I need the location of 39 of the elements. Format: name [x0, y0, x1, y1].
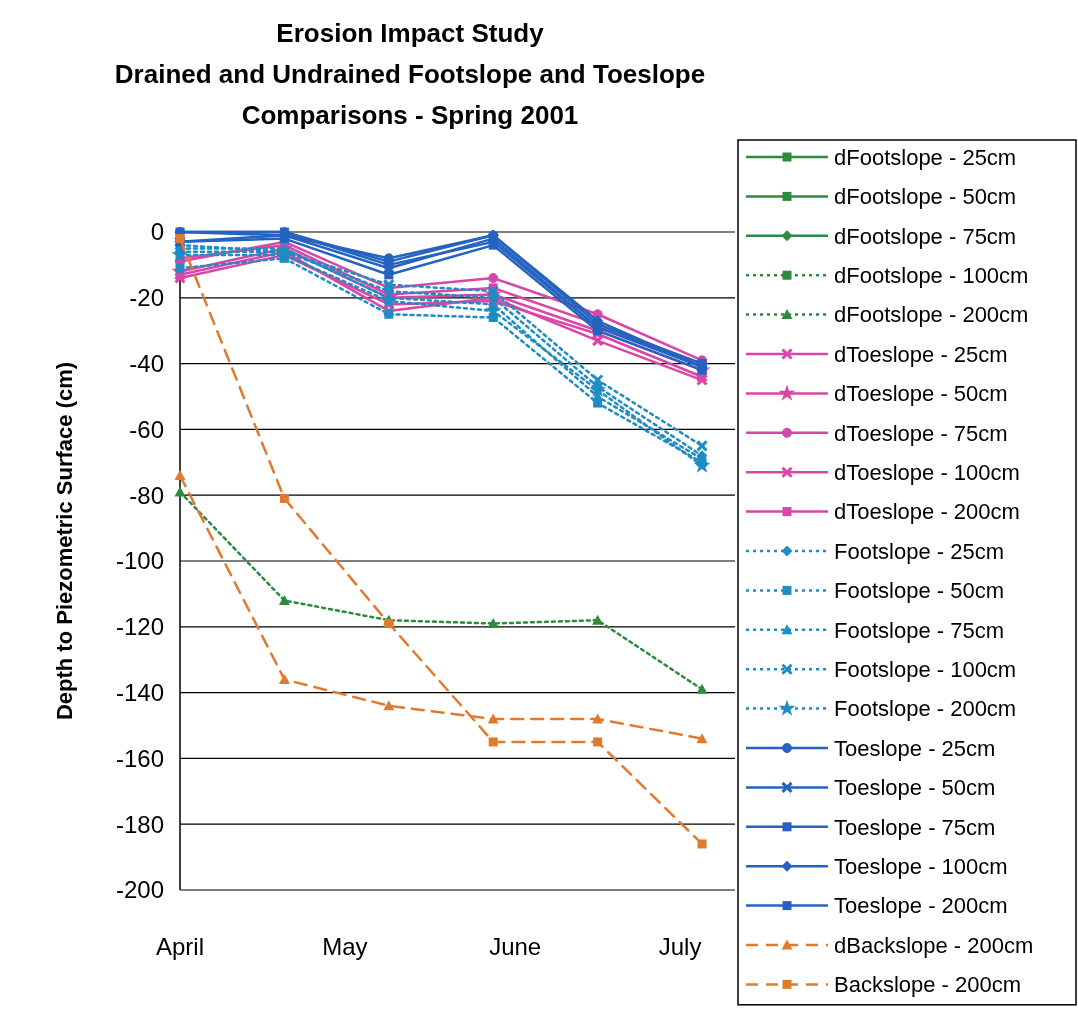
x-tick-label: July	[658, 933, 702, 960]
legend-label: Toeslope - 50cm	[834, 775, 996, 801]
legend-label: Toeslope - 25cm	[834, 735, 996, 761]
y-tick-label: -60	[129, 415, 164, 443]
y-tick-label: -120	[115, 613, 164, 641]
y-tick-label: -200	[115, 876, 164, 904]
y-tick-label: -20	[129, 284, 164, 312]
legend-label: Toeslope - 75cm	[834, 814, 996, 840]
y-tick-label: -160	[115, 744, 164, 772]
legend-label: dToeslope - 200cm	[834, 499, 1020, 525]
y-tick-label: -140	[115, 679, 164, 706]
legend-label: dToeslope - 75cm	[834, 420, 1008, 446]
legend-label: dFootslope - 100cm	[834, 262, 1029, 288]
legend-label: Footslope - 50cm	[834, 578, 1004, 604]
y-tick-label: -80	[129, 481, 164, 509]
chart-title: Erosion Impact Study Drained and Undrained Footslope and Toeslope Comparisons - Spring 2001	[114, 18, 706, 130]
legend-label: Footslope - 200cm	[834, 696, 1017, 722]
y-tick-label: -180	[115, 810, 164, 838]
legend-label: dFootslope - 25cm	[834, 144, 1017, 170]
legend-label: Backslope - 200cm	[834, 972, 1022, 998]
legend-label: Footslope - 75cm	[834, 617, 1004, 643]
legend-label: dToeslope - 50cm	[834, 381, 1008, 407]
legend-label: dBackslope - 200cm	[834, 932, 1034, 958]
legend-label: dFootslope - 200cm	[834, 302, 1029, 328]
legend-label: Footslope - 100cm	[834, 656, 1017, 682]
x-tick-label: June	[489, 933, 542, 960]
legend-label: dToeslope - 25cm	[834, 341, 1008, 367]
legend-label: Toeslope - 200cm	[834, 893, 1008, 919]
y-tick-label: -100	[115, 547, 164, 575]
x-tick-label: April	[155, 933, 205, 960]
y-tick-label: -40	[129, 350, 164, 377]
legend-label: dFootslope - 75cm	[834, 223, 1017, 249]
y-tick-label: 0	[150, 218, 164, 246]
legend-label: dToeslope - 100cm	[834, 459, 1020, 485]
x-tick-label: May	[322, 933, 368, 960]
legend-label: dFootslope - 50cm	[834, 184, 1017, 210]
legend-label: Toeslope - 100cm	[834, 853, 1008, 879]
legend-label: Footslope - 25cm	[834, 538, 1004, 564]
y-axis-title: Depth to Piezometric Surface (cm)	[52, 361, 77, 721]
